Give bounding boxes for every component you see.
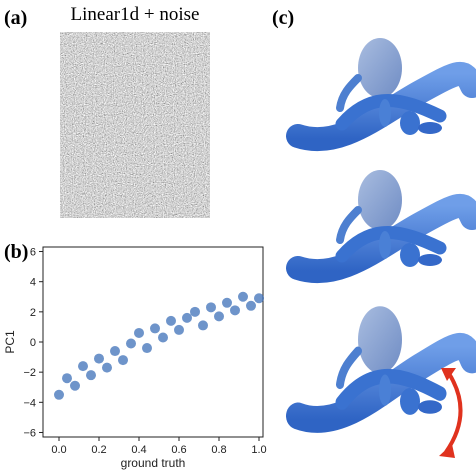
y-tick-label: 2 bbox=[30, 307, 36, 319]
point bbox=[158, 332, 168, 343]
density-map bbox=[298, 306, 472, 419]
point bbox=[222, 297, 232, 308]
point bbox=[214, 311, 224, 322]
point bbox=[70, 380, 80, 391]
point bbox=[150, 323, 160, 334]
point bbox=[166, 315, 176, 326]
point bbox=[126, 338, 136, 349]
y-tick-label: 6 bbox=[30, 247, 36, 259]
point bbox=[238, 291, 248, 302]
x-tick-label: 0.0 bbox=[51, 444, 66, 456]
y-axis-label: PC1 bbox=[3, 330, 17, 354]
point bbox=[190, 306, 200, 317]
point bbox=[62, 373, 72, 384]
noise-image bbox=[60, 32, 210, 218]
point bbox=[102, 362, 112, 373]
y-tick-label: 0 bbox=[30, 337, 36, 349]
y-tick-label: −4 bbox=[23, 397, 36, 409]
x-axis-label: ground truth bbox=[121, 456, 186, 470]
point bbox=[110, 346, 120, 357]
point bbox=[78, 361, 88, 372]
point bbox=[246, 300, 256, 311]
point bbox=[134, 327, 144, 338]
point bbox=[206, 302, 216, 313]
density-map bbox=[298, 170, 472, 271]
point bbox=[86, 370, 96, 381]
x-tick-label: 0.2 bbox=[91, 444, 106, 456]
panel-label: (b) bbox=[4, 241, 28, 263]
plot-frame bbox=[42, 246, 264, 438]
y-tick-label: 4 bbox=[30, 277, 36, 289]
x-tick-label: 0.4 bbox=[131, 444, 146, 456]
x-tick-label: 0.6 bbox=[171, 444, 186, 456]
panel-label: (c) bbox=[272, 7, 294, 29]
plot: −6 −4 −2 0 2 4 6 0.0 0.2 0.4 0.6 0.8 1.0 ground truth… bbox=[3, 246, 267, 470]
panel-label: (a) bbox=[4, 7, 27, 29]
y-tick-label: −2 bbox=[23, 367, 36, 379]
point bbox=[174, 324, 184, 335]
density-map bbox=[298, 38, 472, 139]
point bbox=[230, 305, 240, 316]
y-tick-label: −6 bbox=[23, 427, 36, 439]
point bbox=[54, 389, 64, 400]
panel-title: Linear1d + noise bbox=[71, 4, 200, 25]
point bbox=[254, 293, 264, 304]
x-tick-label: 0.8 bbox=[211, 444, 226, 456]
x-tick-label: 1.0 bbox=[251, 444, 266, 456]
point bbox=[142, 343, 152, 354]
point bbox=[182, 312, 192, 323]
motion-arrow bbox=[444, 370, 463, 454]
point bbox=[198, 320, 208, 331]
point bbox=[118, 355, 128, 366]
point bbox=[94, 353, 104, 364]
